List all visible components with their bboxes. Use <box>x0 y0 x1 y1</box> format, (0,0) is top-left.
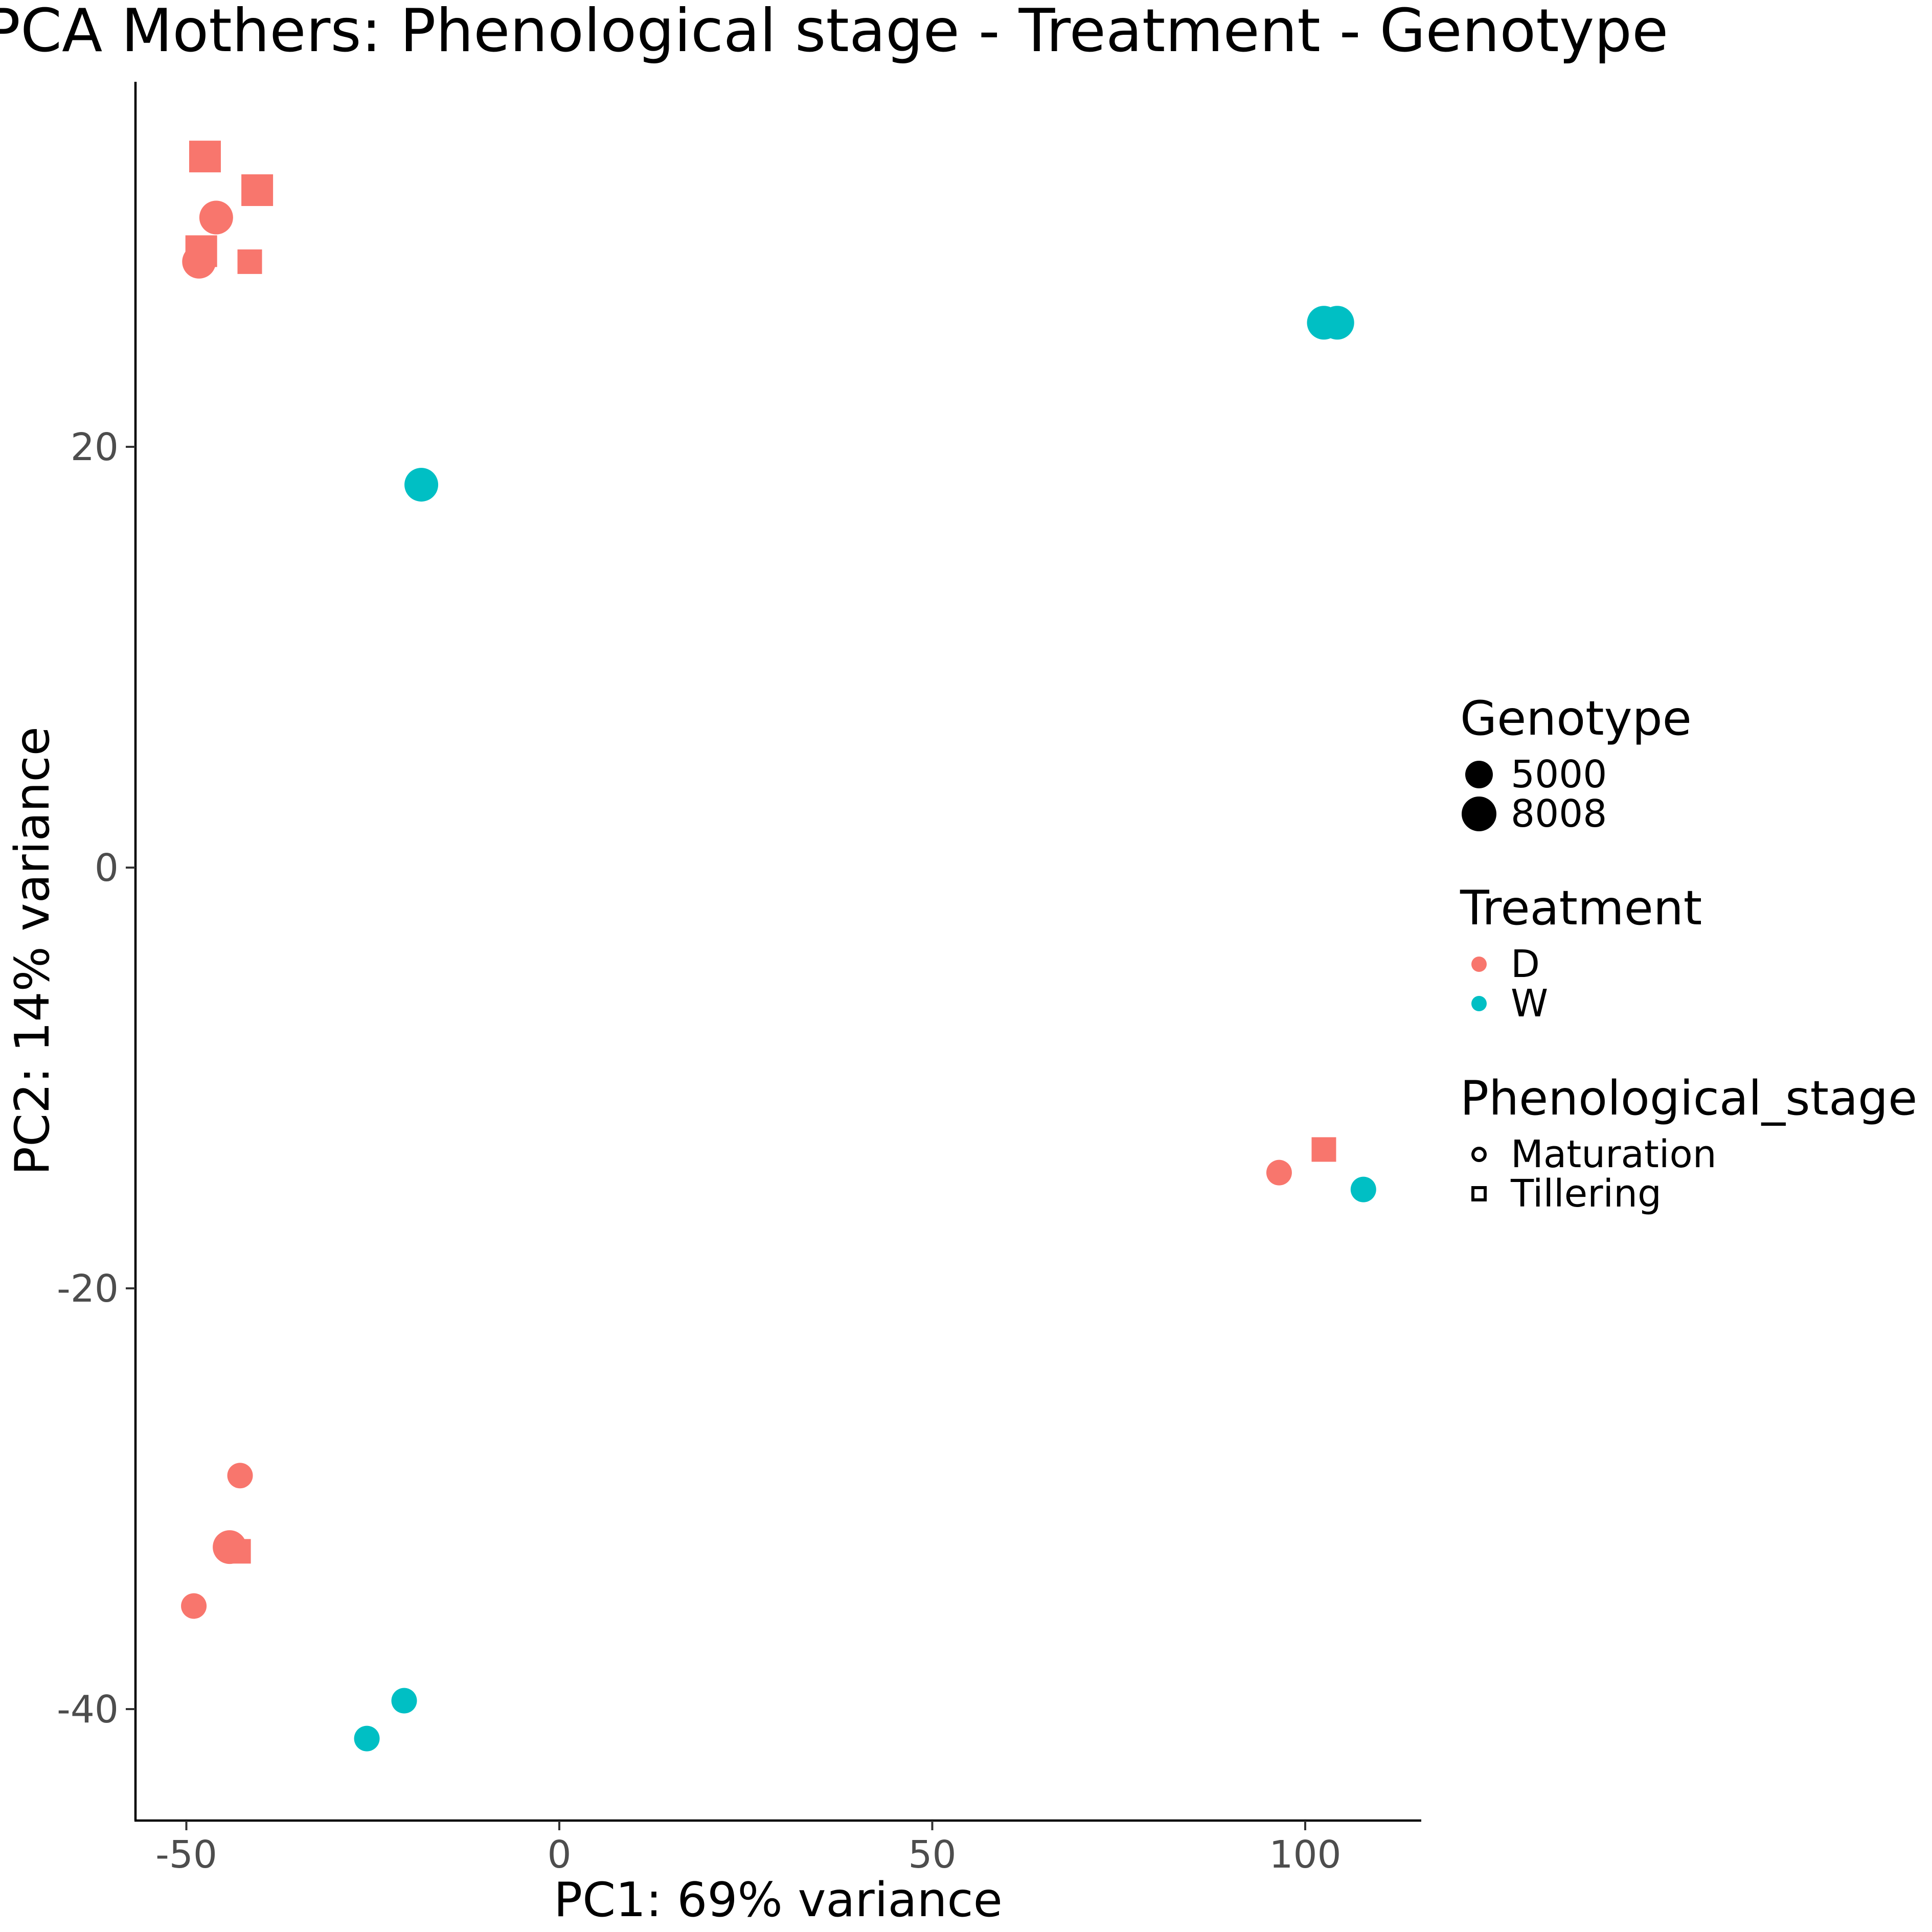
legend-label-5000: 5000 <box>1511 753 1607 797</box>
legend-key-tillering <box>1471 1186 1487 1201</box>
data-points <box>181 141 1376 1752</box>
legend-key-w <box>1471 996 1487 1011</box>
data-point <box>1311 1137 1336 1162</box>
legend-phenological-stage: Phenological_stage Maturation Tillering <box>1460 1071 1917 1216</box>
plot-area: -50 0 50 100 -40 -20 0 20 <box>57 82 1421 1877</box>
data-point <box>1350 1176 1376 1202</box>
legend: Genotype 5000 8008 Treatment D W Phenolo… <box>1460 691 1917 1216</box>
data-point <box>189 141 221 173</box>
x-tick-label: -50 <box>155 1833 217 1877</box>
legend-treatment: Treatment D W <box>1460 880 1702 1026</box>
legend-key-d <box>1471 957 1487 972</box>
x-axis-title: PC1: 69% variance <box>554 1872 1003 1927</box>
data-point <box>199 200 233 235</box>
legend-key-maturation <box>1471 1147 1487 1162</box>
data-point <box>182 244 216 279</box>
data-point <box>404 468 439 502</box>
data-point <box>354 1725 380 1752</box>
legend-label-tillering: Tillering <box>1510 1172 1662 1216</box>
data-point <box>181 1593 207 1619</box>
legend-label-w: W <box>1511 982 1548 1026</box>
data-point <box>227 1463 253 1489</box>
data-point <box>213 1530 247 1564</box>
legend-label-8008: 8008 <box>1511 792 1607 836</box>
data-point <box>391 1688 417 1714</box>
x-axis-ticks: -50 0 50 100 <box>155 1821 1342 1877</box>
x-tick-label: 100 <box>1269 1833 1341 1877</box>
legend-label-maturation: Maturation <box>1511 1132 1717 1176</box>
data-point <box>1266 1160 1292 1186</box>
x-tick-label: 0 <box>547 1833 571 1877</box>
legend-title-genotype: Genotype <box>1460 691 1692 746</box>
legend-key-5000 <box>1465 761 1493 788</box>
y-axis-title: PC2: 14% variance <box>5 726 60 1175</box>
legend-key-8008 <box>1462 797 1496 831</box>
y-tick-label: 0 <box>95 846 119 890</box>
chart-title: PCA Mothers: Phenological stage - Treatm… <box>0 0 1668 65</box>
legend-title-treatment: Treatment <box>1460 880 1702 936</box>
data-point <box>241 174 274 206</box>
legend-genotype: Genotype 5000 8008 <box>1460 691 1692 836</box>
y-tick-label: 20 <box>71 425 119 469</box>
legend-label-d: D <box>1511 942 1540 986</box>
x-tick-label: 50 <box>908 1833 956 1877</box>
y-axis-ticks: -40 -20 0 20 <box>57 425 135 1732</box>
y-tick-label: -40 <box>57 1688 119 1732</box>
y-tick-label: -20 <box>57 1267 119 1311</box>
data-point <box>237 249 262 274</box>
legend-title-phenological-stage: Phenological_stage <box>1460 1071 1917 1126</box>
data-point <box>1320 306 1354 340</box>
